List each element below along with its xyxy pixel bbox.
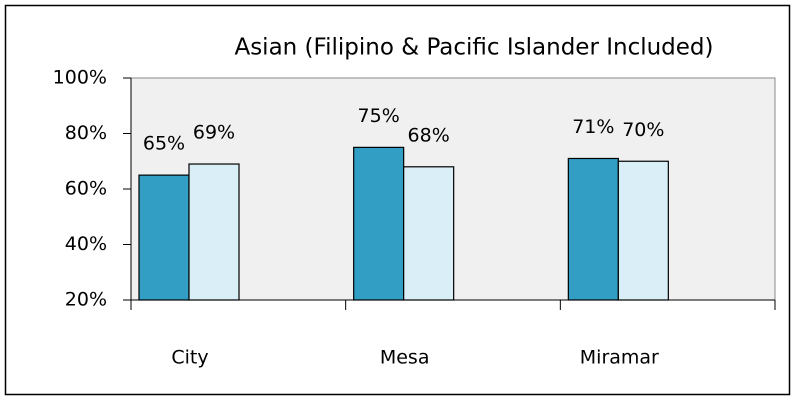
value-label: 68% bbox=[408, 124, 450, 146]
y-tick-label: 20% bbox=[65, 289, 107, 311]
chart-title: Asian (Filipino & Pacific Islander Inclu… bbox=[234, 35, 713, 61]
y-tick-label: 80% bbox=[65, 122, 107, 144]
y-tick-label: 60% bbox=[65, 178, 107, 200]
bar bbox=[188, 163, 240, 301]
value-label: 71% bbox=[572, 116, 614, 138]
value-label: 69% bbox=[193, 122, 235, 144]
value-label: 70% bbox=[622, 119, 664, 141]
y-tick-label: 100% bbox=[53, 67, 107, 89]
x-tick-label: Mesa bbox=[380, 347, 430, 369]
bar bbox=[403, 166, 455, 301]
bar bbox=[353, 146, 405, 301]
x-tick-label: Miramar bbox=[580, 347, 659, 369]
bar bbox=[138, 174, 190, 301]
value-label: 75% bbox=[358, 105, 400, 127]
y-tick-label: 40% bbox=[65, 233, 107, 255]
value-label: 65% bbox=[143, 133, 185, 155]
bar bbox=[567, 157, 619, 301]
x-tick-label: City bbox=[171, 347, 208, 369]
bar bbox=[617, 160, 669, 301]
